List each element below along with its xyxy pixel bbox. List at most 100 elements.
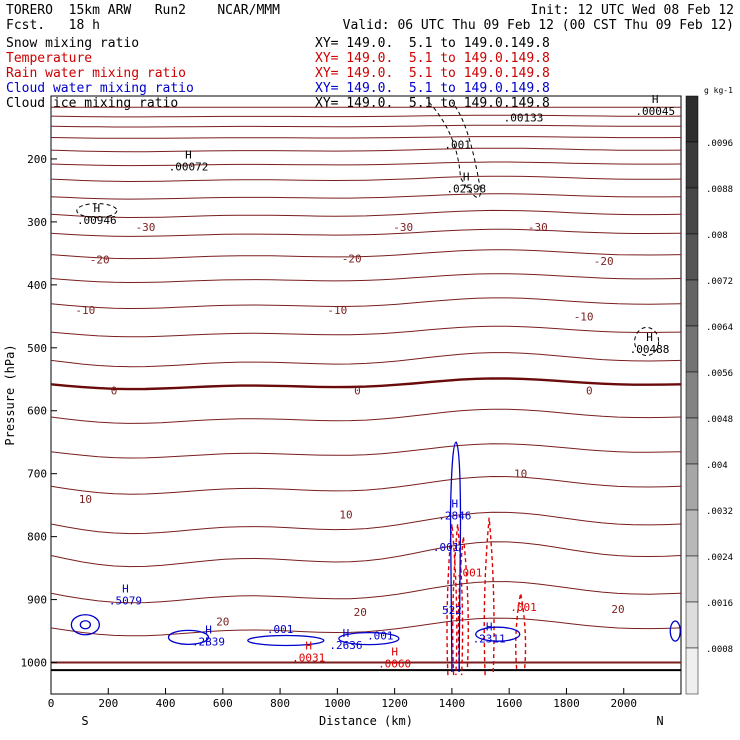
rain-contour bbox=[446, 523, 458, 676]
temperature-label: -20 bbox=[594, 255, 614, 268]
max-value-label: .00488 bbox=[630, 343, 670, 356]
max-marker: H bbox=[646, 331, 653, 344]
max-value-label: .2846 bbox=[438, 510, 471, 523]
colorbar-tick-label: .0024 bbox=[706, 553, 733, 563]
temperature-contour bbox=[50, 228, 682, 237]
max-marker: H bbox=[205, 624, 212, 637]
plot-frame bbox=[50, 95, 682, 695]
temperature-contour bbox=[50, 209, 682, 219]
legend-field-name: Snow mixing ratio bbox=[6, 36, 140, 51]
max-marker: H bbox=[451, 498, 458, 511]
colorbar-swatch bbox=[685, 601, 699, 649]
max-value-label: .0031 bbox=[292, 651, 325, 664]
temperature-contour bbox=[50, 352, 682, 368]
x-tick-label: 1400 bbox=[439, 697, 466, 710]
temperature-label: 0 bbox=[354, 385, 361, 398]
temperature-label: 0 bbox=[586, 385, 593, 398]
x-tick-label: 1000 bbox=[324, 697, 351, 710]
temperature-label: -30 bbox=[528, 221, 548, 234]
max-marker: H bbox=[185, 148, 192, 161]
temperature-contour bbox=[50, 147, 682, 153]
colorbar-swatch bbox=[685, 279, 699, 327]
temperature-label: -10 bbox=[574, 310, 594, 323]
cloud-water-cell bbox=[338, 631, 400, 646]
y-tick-label: 700 bbox=[27, 468, 47, 481]
cloud-water-cell bbox=[167, 629, 210, 645]
temperature-label: -30 bbox=[393, 221, 413, 234]
cloud-water-cell bbox=[79, 620, 92, 630]
colorbar-swatch bbox=[685, 187, 699, 235]
legend-field-xy: XY= 149.0. 5.1 to 149.0.149.8 bbox=[315, 51, 550, 66]
colorbar-swatch bbox=[685, 141, 699, 189]
max-marker: H bbox=[463, 170, 470, 183]
colorbar-unit: g kg-1 bbox=[704, 86, 733, 95]
y-tick-label: 900 bbox=[27, 594, 47, 607]
y-tick-label: 400 bbox=[27, 279, 47, 292]
temperature-contour bbox=[50, 377, 682, 391]
temperature-contour bbox=[50, 273, 682, 284]
x-tick-label: 400 bbox=[156, 697, 176, 710]
colorbar-tick-label: .0056 bbox=[706, 369, 733, 379]
temperature-contour bbox=[50, 617, 682, 637]
temperature-label: 20 bbox=[354, 606, 367, 619]
north-label: N bbox=[656, 714, 663, 728]
y-axis-title: Pressure (hPa) bbox=[3, 344, 17, 445]
colorbar-tick-label: .0096 bbox=[706, 139, 733, 149]
colorbar-tick-label: .008 bbox=[706, 231, 728, 241]
cloud-ice-contour bbox=[76, 203, 118, 219]
temperature-label: 20 bbox=[611, 603, 624, 616]
colorbar-swatch bbox=[685, 555, 699, 603]
temperature-contour bbox=[50, 325, 682, 338]
temperature-label: 10 bbox=[514, 468, 527, 481]
y-tick-label: 800 bbox=[27, 531, 47, 544]
max-marker: H bbox=[486, 620, 493, 633]
temperature-contour bbox=[50, 408, 682, 424]
y-tick-label: 200 bbox=[27, 153, 47, 166]
temperature-contour bbox=[50, 175, 682, 183]
temperature-label: 10 bbox=[339, 509, 352, 522]
colorbar-swatch bbox=[685, 463, 699, 511]
colorbar-tick-label: .0088 bbox=[706, 185, 733, 195]
max-marker: H bbox=[122, 583, 129, 596]
temperature-contour bbox=[50, 511, 682, 535]
temperature-contour bbox=[50, 124, 682, 128]
temperature-contour bbox=[50, 475, 682, 495]
colorbar-swatch bbox=[685, 371, 699, 419]
cloud-water-cell bbox=[475, 626, 521, 642]
max-value-label: 522 bbox=[442, 604, 462, 617]
colorbar-tick-label: .0008 bbox=[706, 645, 733, 655]
legend-field-name: Cloud water mixing ratio bbox=[6, 81, 194, 96]
init-time: Init: 12 UTC Wed 08 Feb 12 bbox=[530, 3, 735, 18]
x-tick-label: 2000 bbox=[610, 697, 637, 710]
max-value-label: .2B39 bbox=[192, 636, 225, 649]
colorbar-tick-label: .0048 bbox=[706, 415, 733, 425]
max-value-label: .001 bbox=[367, 629, 394, 642]
colorbar-tick-label: .0016 bbox=[706, 599, 733, 609]
temperature-label: -30 bbox=[136, 221, 156, 234]
cloud-ice-contour bbox=[634, 326, 660, 356]
temperature-label: -10 bbox=[327, 304, 347, 317]
temperature-label: -10 bbox=[75, 304, 95, 317]
max-value-label: .2636 bbox=[329, 639, 362, 652]
x-tick-label: 1800 bbox=[553, 697, 580, 710]
legend-field-name: Temperature bbox=[6, 51, 93, 66]
x-axis-title: Distance (km) bbox=[319, 714, 413, 728]
temperature-label: 20 bbox=[216, 616, 229, 629]
cloud-water-cell bbox=[70, 614, 101, 636]
temperature-contour bbox=[50, 136, 682, 139]
colorbar-swatch bbox=[685, 509, 699, 557]
y-tick-label: 600 bbox=[27, 405, 47, 418]
max-marker: H bbox=[94, 202, 101, 215]
temperature-label: -20 bbox=[342, 252, 362, 265]
temperature-contour bbox=[50, 114, 682, 118]
cloud-water-cell bbox=[669, 620, 681, 642]
rain-contour bbox=[457, 536, 469, 669]
max-value-label: .2311 bbox=[473, 632, 506, 645]
y-tick-label: 1000 bbox=[21, 657, 48, 670]
max-value-label: .5079 bbox=[109, 595, 142, 608]
temperature-contour bbox=[50, 297, 682, 310]
y-tick-label: 500 bbox=[27, 342, 47, 355]
temperature-label: 0 bbox=[111, 385, 118, 398]
colorbar-tick-label: .0064 bbox=[706, 323, 733, 333]
